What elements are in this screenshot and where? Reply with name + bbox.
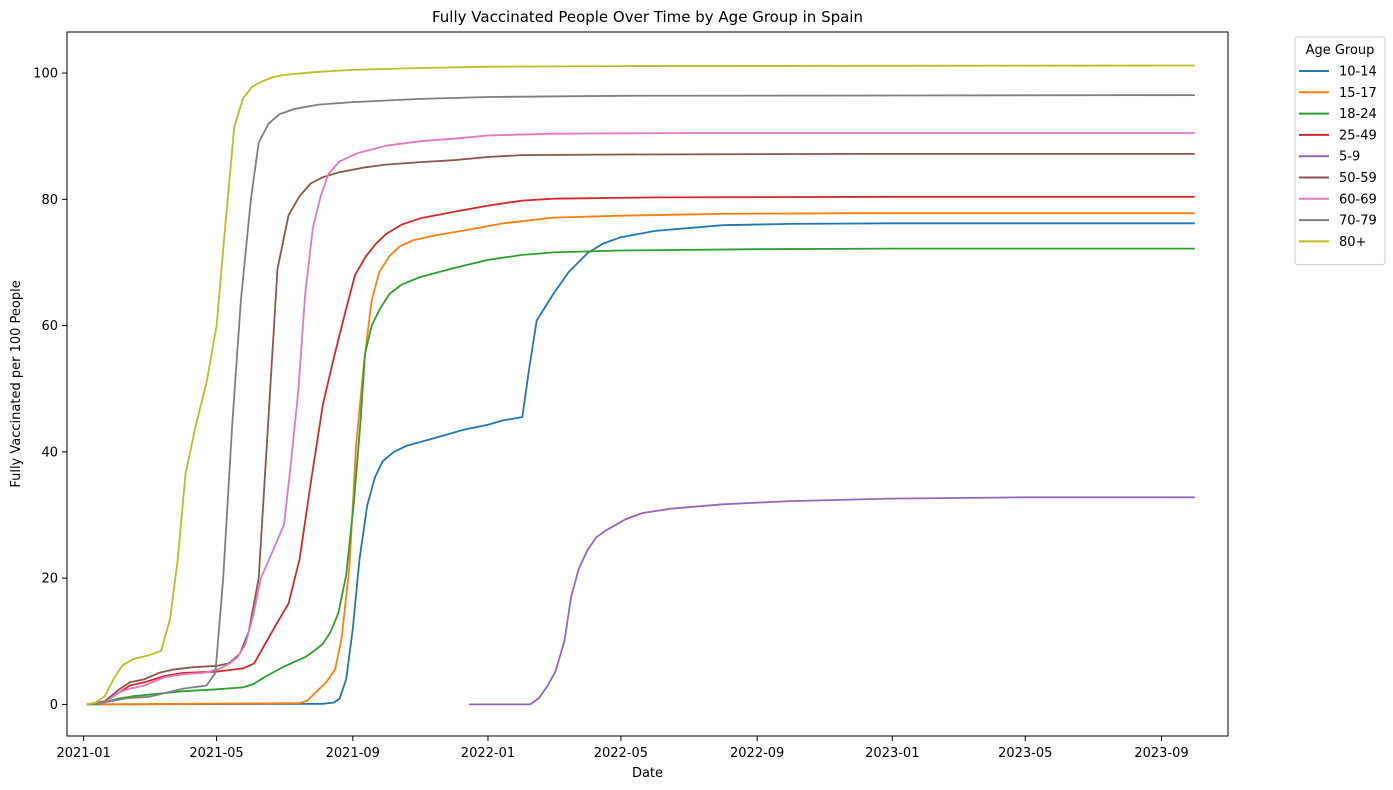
x-tick-label: 2021-05 (189, 746, 243, 761)
legend-label-50-59: 50-59 (1339, 171, 1377, 186)
legend-label-60-69: 60-69 (1339, 192, 1377, 207)
legend-box (1294, 36, 1386, 266)
x-axis: 2021-01 2021-05 2021-09 2022-01 2022-05 2022-… (56, 736, 1189, 761)
legend-title: Age Group (1306, 43, 1375, 58)
series-line-25-49 (86, 195, 1195, 706)
legend-label-80+: 80+ (1339, 235, 1366, 250)
x-tick-label: 2023-09 (1134, 746, 1188, 761)
series-line-10-14 (86, 222, 1195, 706)
x-tick-label: 2021-01 (56, 746, 110, 761)
y-axis-title: Fully Vaccinated per 100 People (9, 280, 24, 487)
series-layer (86, 64, 1195, 706)
y-axis: 0 20 40 60 80 100 (33, 67, 67, 713)
y-tick-label: 20 (41, 572, 58, 587)
legend: Age Group 10-14 15-17 18-24 25-49 5-9 50-59 60-… (1294, 36, 1386, 266)
series-line-15-17 (86, 212, 1195, 706)
x-tick-label: 2023-05 (998, 746, 1052, 761)
y-tick-label: 0 (50, 698, 58, 713)
y-tick-label: 40 (41, 445, 58, 460)
y-tick-label: 100 (33, 67, 58, 82)
x-tick-label: 2022-05 (594, 746, 648, 761)
legend-label-70-79: 70-79 (1339, 214, 1377, 229)
series-line-50-59 (86, 153, 1195, 706)
legend-label-25-49: 25-49 (1339, 128, 1377, 143)
x-tick-label: 2023-01 (865, 746, 919, 761)
chart-title: Fully Vaccinated People Over Time by Age… (432, 8, 863, 26)
plot-frame (66, 31, 1229, 737)
series-line-18-24 (86, 247, 1195, 706)
x-axis-title: Date (632, 766, 663, 781)
x-tick-label: 2022-09 (730, 746, 784, 761)
y-tick-label: 60 (41, 319, 58, 334)
y-tick-label: 80 (41, 193, 58, 208)
legend-label-10-14: 10-14 (1339, 65, 1377, 80)
series-line-70-79 (86, 94, 1195, 706)
x-tick-label: 2022-01 (461, 746, 515, 761)
legend-label-18-24: 18-24 (1339, 107, 1377, 122)
series-line-60-69 (86, 132, 1195, 706)
series-line-5-9 (469, 496, 1195, 706)
legend-label-5-9: 5-9 (1339, 150, 1360, 165)
x-tick-label: 2021-09 (326, 746, 380, 761)
series-line-80+ (86, 64, 1195, 706)
legend-label-15-17: 15-17 (1339, 86, 1377, 101)
